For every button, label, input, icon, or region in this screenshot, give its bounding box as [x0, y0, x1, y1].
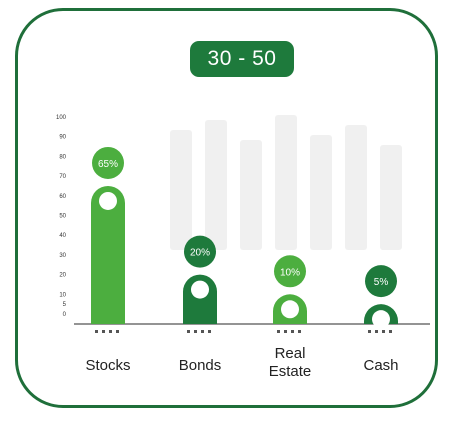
x-tick-dot [291, 330, 294, 333]
x-tick-dot [95, 330, 98, 333]
x-tick-dot [284, 330, 287, 333]
x-tick-dot [375, 330, 378, 333]
category-label: Cash [363, 357, 398, 374]
data-label-bubble [274, 255, 306, 288]
bars: 65% 20% 10% 5% [91, 146, 398, 329]
category-labels: Stocks Bonds Real Estate Cash [85, 330, 399, 380]
category-label: Bonds [179, 357, 222, 374]
x-tick-dot [201, 330, 204, 333]
y-tick-label: 60 [59, 194, 66, 200]
data-label-bubble [184, 235, 216, 268]
x-tick-dot [208, 330, 211, 333]
x-tick-dot [116, 330, 119, 333]
y-tick-label: 10 [59, 292, 66, 298]
y-tick-label: 90 [59, 135, 66, 141]
bar-marker [281, 300, 299, 319]
y-tick-label: 20 [59, 273, 66, 279]
y-tick-label: 0 [63, 312, 67, 318]
watermark-shape [310, 135, 332, 250]
bar-marker [372, 310, 390, 329]
y-tick-label: 40 [59, 233, 66, 239]
watermark-shape [170, 130, 192, 250]
watermark-shape [380, 145, 402, 250]
category-label: Real Estate [269, 345, 312, 380]
category-label: Stocks [85, 357, 130, 374]
x-tick-dot [389, 330, 392, 333]
y-tick-label: 50 [59, 214, 66, 220]
data-label: 65% [98, 159, 118, 170]
x-tick-dot [187, 330, 190, 333]
watermark-shape [205, 120, 227, 250]
bar-marker [99, 191, 117, 210]
x-tick-dot [382, 330, 385, 333]
data-label: 20% [190, 248, 210, 259]
x-tick-dot [277, 330, 280, 333]
data-label-bubble [92, 146, 124, 179]
background-watermark [170, 115, 402, 250]
age-range-badge: 30 - 50 [190, 41, 294, 77]
watermark-shape [345, 125, 367, 250]
x-tick-dot [102, 330, 105, 333]
watermark-shape [240, 140, 262, 250]
bar-marker [191, 280, 209, 299]
watermark-shape [275, 115, 297, 250]
y-tick-label: 5 [63, 302, 67, 308]
x-tick-dot [109, 330, 112, 333]
data-label: 10% [280, 267, 300, 278]
y-tick-label: 100 [56, 115, 67, 121]
y-tick-label: 30 [59, 253, 66, 259]
x-tick-dot [194, 330, 197, 333]
data-label-bubble [365, 265, 397, 298]
data-label: 5% [374, 277, 389, 288]
x-tick-dot [298, 330, 301, 333]
y-tick-label: 70 [59, 174, 66, 180]
x-tick-dot [368, 330, 371, 333]
bar [91, 185, 125, 324]
y-tick-label: 80 [59, 154, 66, 160]
